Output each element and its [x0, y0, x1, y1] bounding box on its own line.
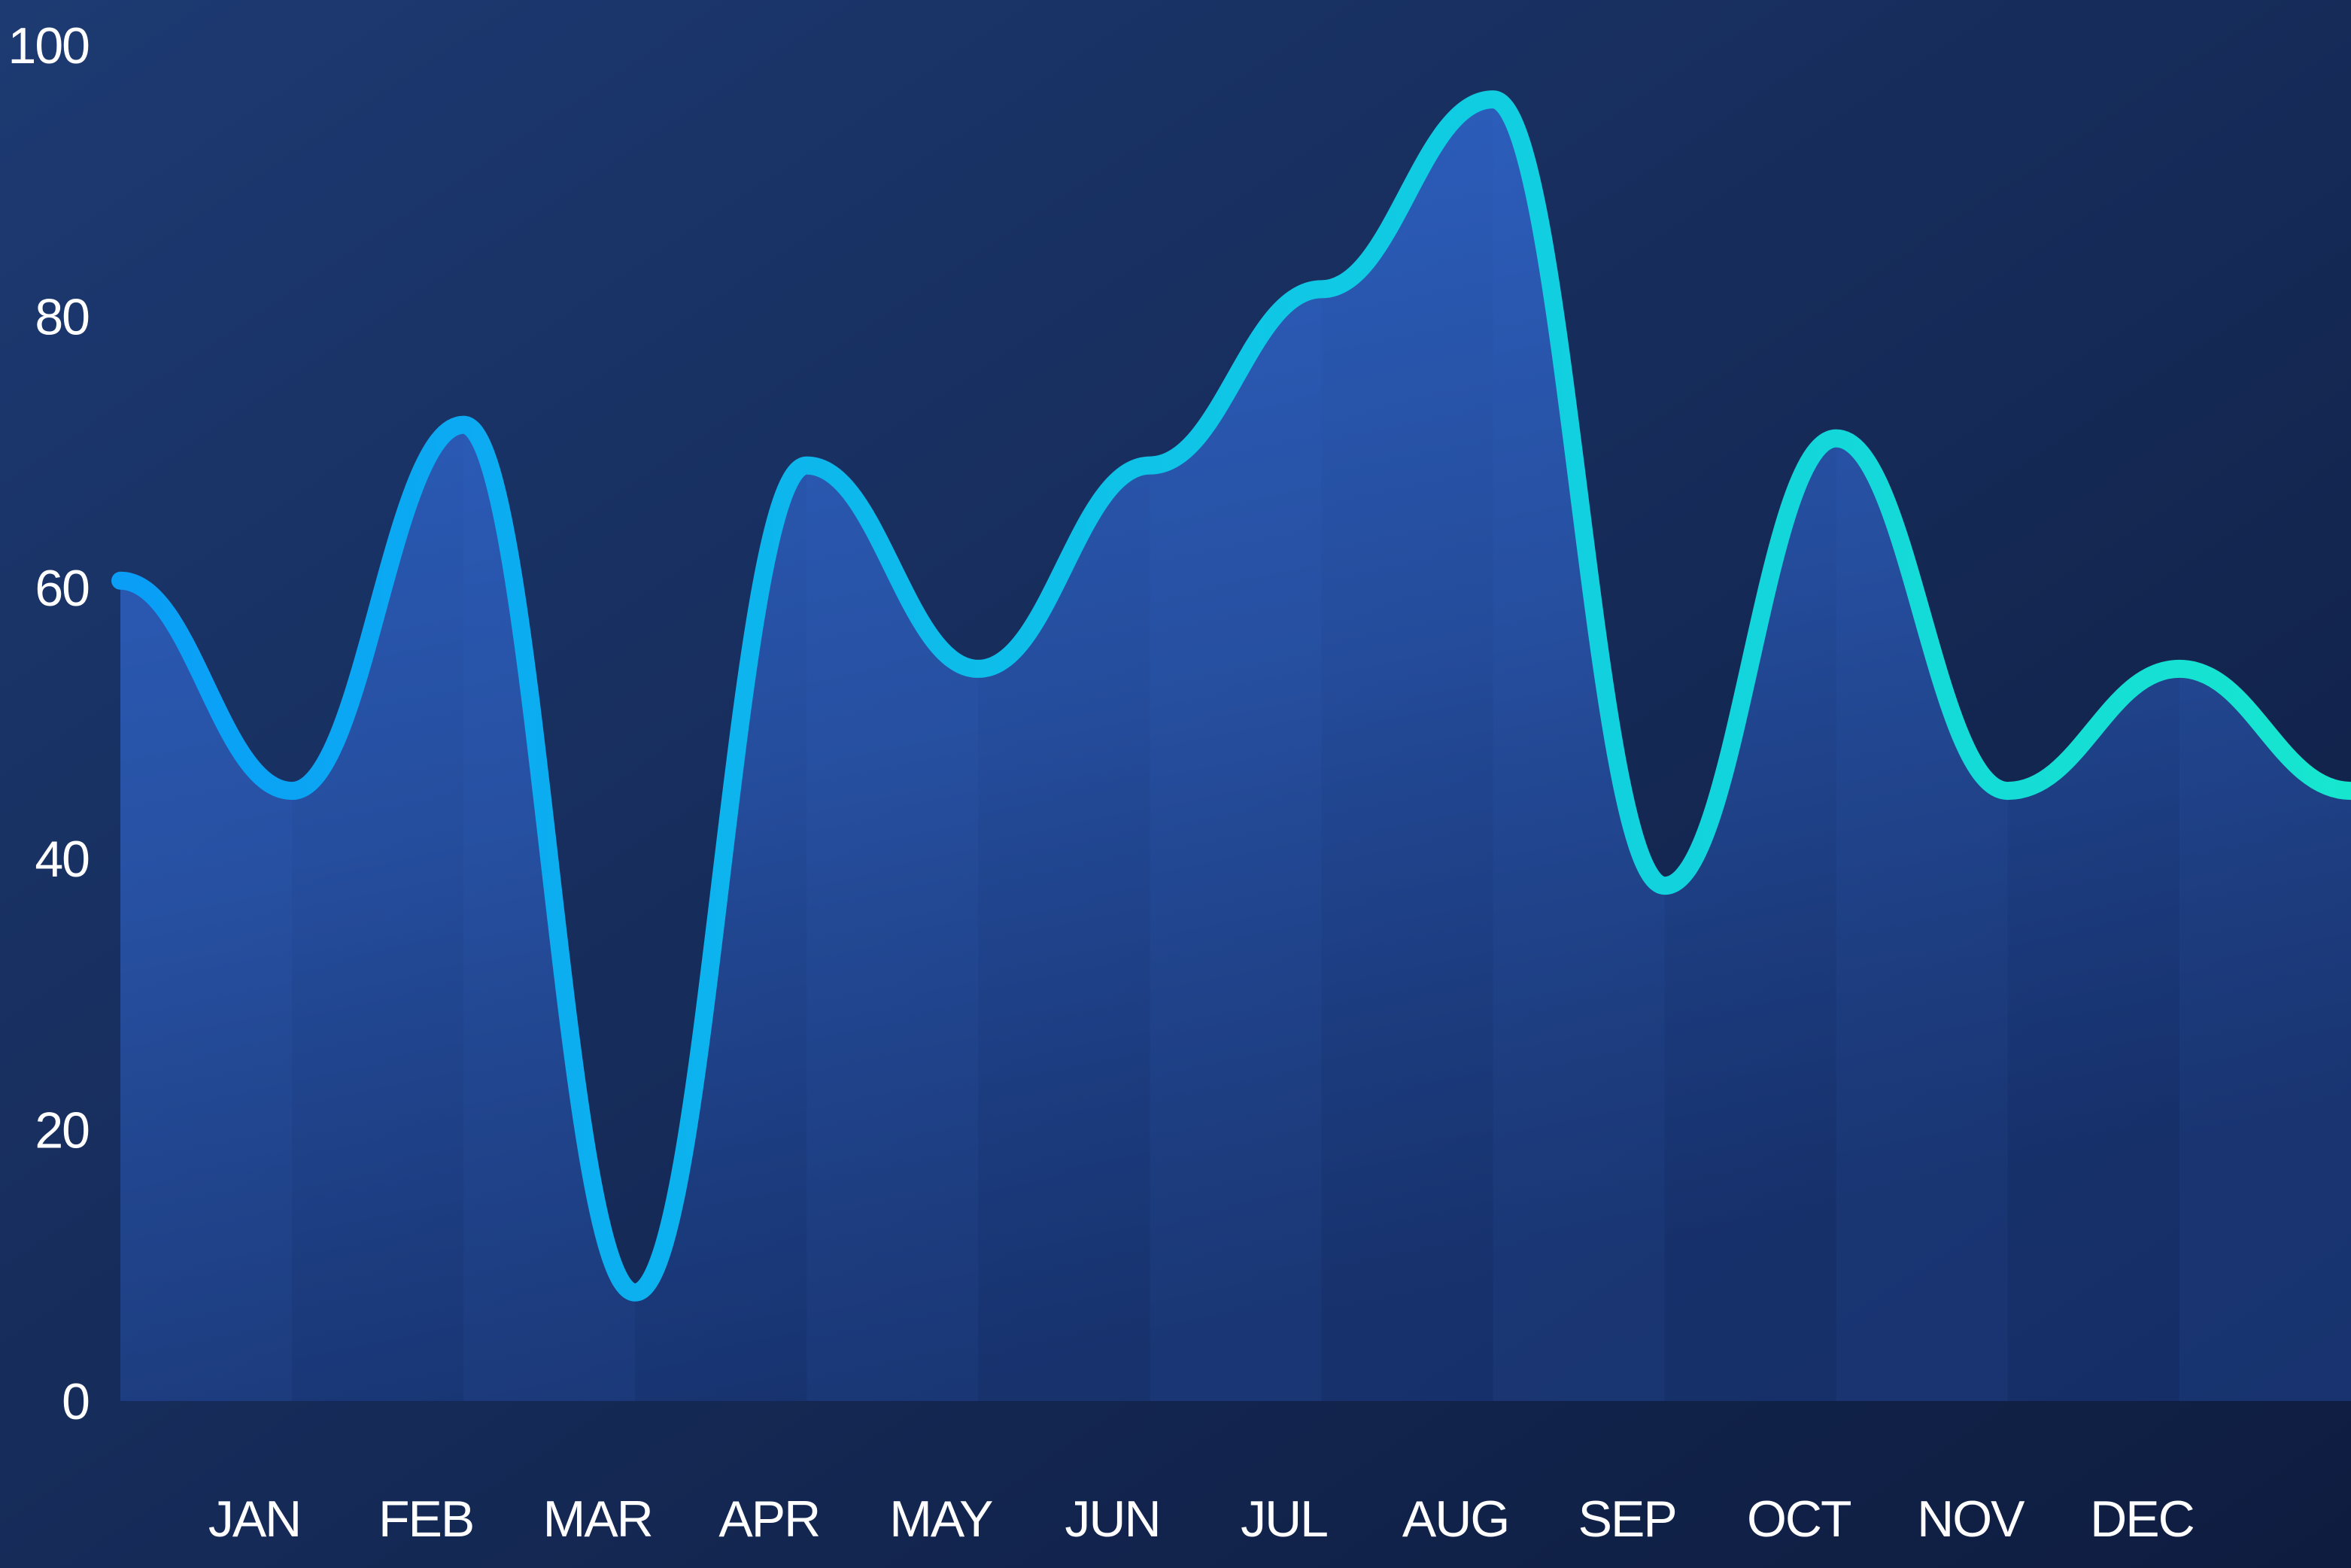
series-line [111, 90, 2351, 1302]
x-tick-label: FEB [378, 1491, 473, 1548]
x-tick-label: DEC [2090, 1491, 2194, 1548]
y-tick-label: 20 [35, 1102, 89, 1159]
x-tick-label: APR [718, 1491, 819, 1548]
x-tick-label: JAN [208, 1491, 300, 1548]
x-tick-label: SEP [1578, 1491, 1676, 1548]
x-tick-label: OCT [1747, 1491, 1851, 1548]
x-tick-label: JUL [1241, 1491, 1327, 1548]
y-tick-label: 60 [35, 560, 89, 617]
x-tick-label: MAY [889, 1491, 992, 1548]
y-tick-label: 80 [35, 288, 89, 345]
x-tick-label: NOV [1917, 1491, 2025, 1548]
y-tick-label: 0 [62, 1373, 89, 1430]
x-tick-label: MAR [543, 1491, 652, 1548]
y-tick-label: 40 [35, 831, 89, 888]
y-axis-ticks: 0 20 40 60 80 100 [8, 17, 91, 1430]
x-tick-label: JUN [1065, 1491, 1159, 1548]
series-area-fill [120, 99, 2351, 1402]
x-tick-label: AUG [1402, 1491, 1508, 1548]
x-axis-ticks: JAN FEB MAR APR MAY JUN JUL AUG SEP OCT NOV DEC [208, 1491, 2195, 1548]
y-tick-label: 100 [8, 17, 90, 74]
